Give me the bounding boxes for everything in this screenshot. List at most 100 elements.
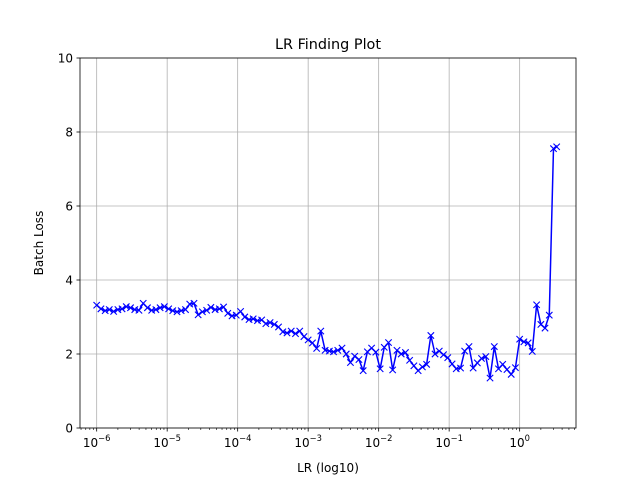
data-point-marker: [482, 353, 490, 361]
data-point-marker: [118, 305, 126, 313]
data-point-marker: [406, 356, 414, 364]
data-point-marker: [372, 348, 380, 356]
y-tick-label: 0: [65, 421, 73, 435]
data-point-marker: [236, 307, 245, 316]
data-point-marker: [190, 299, 198, 307]
data-point-marker: [300, 333, 308, 341]
data-point-marker: [203, 306, 211, 314]
series-line: [96, 146, 558, 379]
data-point-marker: [181, 306, 190, 314]
data-point-marker: [101, 307, 109, 315]
data-point-marker: [156, 304, 164, 312]
data-point-marker: [469, 364, 477, 372]
chart-title: LR Finding Plot: [275, 37, 381, 53]
data-point-marker: [545, 311, 553, 319]
data-point-marker: [122, 303, 130, 311]
data-point-marker: [499, 360, 507, 368]
data-point-marker: [173, 308, 181, 316]
data-point-marker: [308, 339, 317, 347]
data-point-marker: [262, 320, 270, 328]
data-point-marker: [152, 306, 160, 314]
data-point-marker: [215, 305, 223, 313]
x-tick-label: 10−6: [83, 433, 111, 450]
data-point-marker: [169, 307, 177, 315]
data-point-marker: [346, 358, 355, 367]
data-point-marker: [160, 303, 168, 311]
data-point-marker: [431, 350, 439, 358]
data-point-marker: [97, 305, 105, 313]
data-point-marker: [194, 311, 202, 319]
y-tick-label: 2: [65, 347, 73, 361]
data-point-marker: [355, 355, 363, 364]
data-point-marker: [524, 339, 532, 347]
data-point-marker: [516, 335, 524, 343]
data-point-marker: [270, 320, 278, 328]
x-tick-label: 10−1: [435, 433, 463, 450]
x-tick-label: 10−4: [224, 433, 252, 450]
data-point-marker: [283, 329, 291, 337]
data-point-marker: [296, 327, 304, 335]
data-point-marker: [266, 318, 274, 327]
data-point-marker: [359, 367, 367, 375]
data-point-marker: [351, 352, 359, 360]
data-point-marker: [507, 370, 515, 378]
data-point-marker: [465, 343, 473, 351]
data-point-marker: [553, 143, 561, 151]
data-point-marker: [376, 365, 384, 373]
x-tick-label: 100: [509, 433, 530, 450]
data-point-marker: [418, 363, 426, 371]
data-point-marker: [126, 304, 135, 312]
x-tick-label: 10−2: [365, 433, 393, 450]
data-point-marker: [520, 338, 528, 346]
x-tick-label: 10−5: [153, 433, 181, 450]
x-axis-label: LR (log10): [297, 461, 359, 475]
grid: [80, 57, 576, 429]
data-point-marker: [338, 344, 346, 352]
data-point-marker: [291, 330, 300, 338]
data-point-marker: [241, 313, 249, 321]
data-point-marker: [287, 327, 295, 335]
data-point-marker: [198, 308, 206, 316]
y-tick-label: 4: [65, 273, 73, 287]
data-point-marker: [427, 331, 435, 340]
data-point-marker: [389, 366, 397, 374]
data-point-marker: [397, 350, 405, 358]
data-point-marker: [317, 327, 325, 335]
x-tick-label: 10−3: [294, 433, 322, 450]
series-layer: [93, 143, 561, 382]
data-point-marker: [384, 338, 393, 347]
data-point-marker: [342, 350, 350, 358]
data-point-marker: [456, 364, 465, 372]
data-point-marker: [143, 304, 152, 312]
data-point-marker: [401, 348, 410, 357]
data-point-marker: [313, 344, 321, 353]
data-point-marker: [528, 347, 536, 355]
data-point-marker: [105, 306, 113, 314]
y-tick-label: 6: [65, 199, 73, 213]
data-point-marker: [304, 336, 312, 344]
data-point-marker: [279, 328, 287, 336]
data-point-marker: [329, 348, 338, 356]
data-point-marker: [486, 374, 494, 382]
data-point-marker: [207, 303, 215, 311]
data-point-marker: [541, 324, 549, 332]
data-point-marker: [477, 354, 486, 363]
data-point-marker: [219, 303, 228, 311]
y-axis-label: Batch Loss: [32, 211, 46, 276]
data-point-marker: [423, 360, 431, 368]
data-point-marker: [110, 307, 118, 316]
data-point-marker: [439, 351, 448, 359]
data-point-marker: [511, 364, 520, 372]
data-point-marker: [334, 346, 342, 354]
data-point-marker: [444, 354, 452, 362]
data-point-marker: [533, 301, 541, 309]
axis-ticks: 0 2 4 6 8 10 10−6 10−5 10−4 10−3 10−2 10−1 100: [58, 51, 575, 450]
y-tick-label: 8: [65, 125, 73, 139]
data-point-marker: [490, 343, 498, 351]
data-point-marker: [249, 315, 257, 323]
data-point-marker: [135, 306, 143, 314]
plot-frame: [79, 57, 577, 429]
data-point-marker: [224, 309, 232, 317]
data-point-marker: [177, 307, 185, 315]
